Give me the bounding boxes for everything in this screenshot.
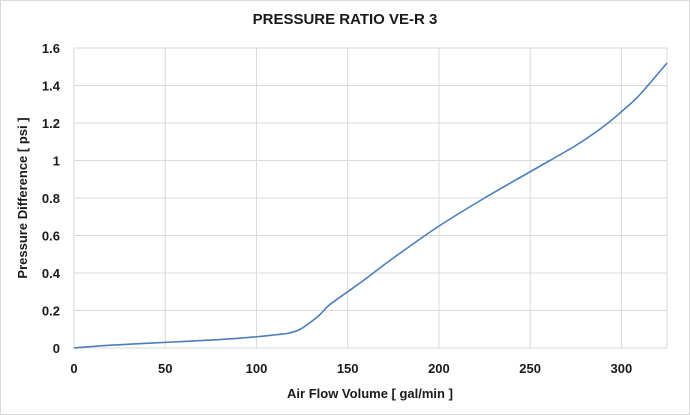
x-tick-label: 200 [428,361,450,376]
y-tick-label: 1.2 [42,116,60,131]
x-tick-label: 0 [70,361,77,376]
y-tick-label: 0.4 [42,266,61,281]
chart-title: PRESSURE RATIO VE-R 3 [253,11,438,28]
y-tick-label: 1.4 [42,79,61,94]
y-tick-label: 0.6 [42,229,60,244]
x-tick-label: 150 [337,361,359,376]
series-line [73,62,668,349]
y-tick-label: 0.8 [42,191,60,206]
x-tick-label: 250 [519,361,541,376]
x-axis-label: Air Flow Volume [ gal/min ] [287,386,453,401]
y-axis-label: Pressure Difference [ psi ] [15,117,30,278]
x-tick-label: 50 [158,361,172,376]
grid-lines [73,47,668,349]
y-tick-label: 0.2 [42,304,60,319]
x-tick-label: 300 [611,361,633,376]
y-tick-label: 1 [53,154,60,169]
y-tick-label: 1.6 [42,41,60,56]
y-tick-label: 0 [53,341,60,356]
series-layer [73,62,668,349]
x-tick-label: 100 [246,361,268,376]
tick-labels: 0 0.2 0.4 0.6 0.8 1 1.2 1.4 1.6 0 50 100 150 200 250 30… [42,41,632,376]
